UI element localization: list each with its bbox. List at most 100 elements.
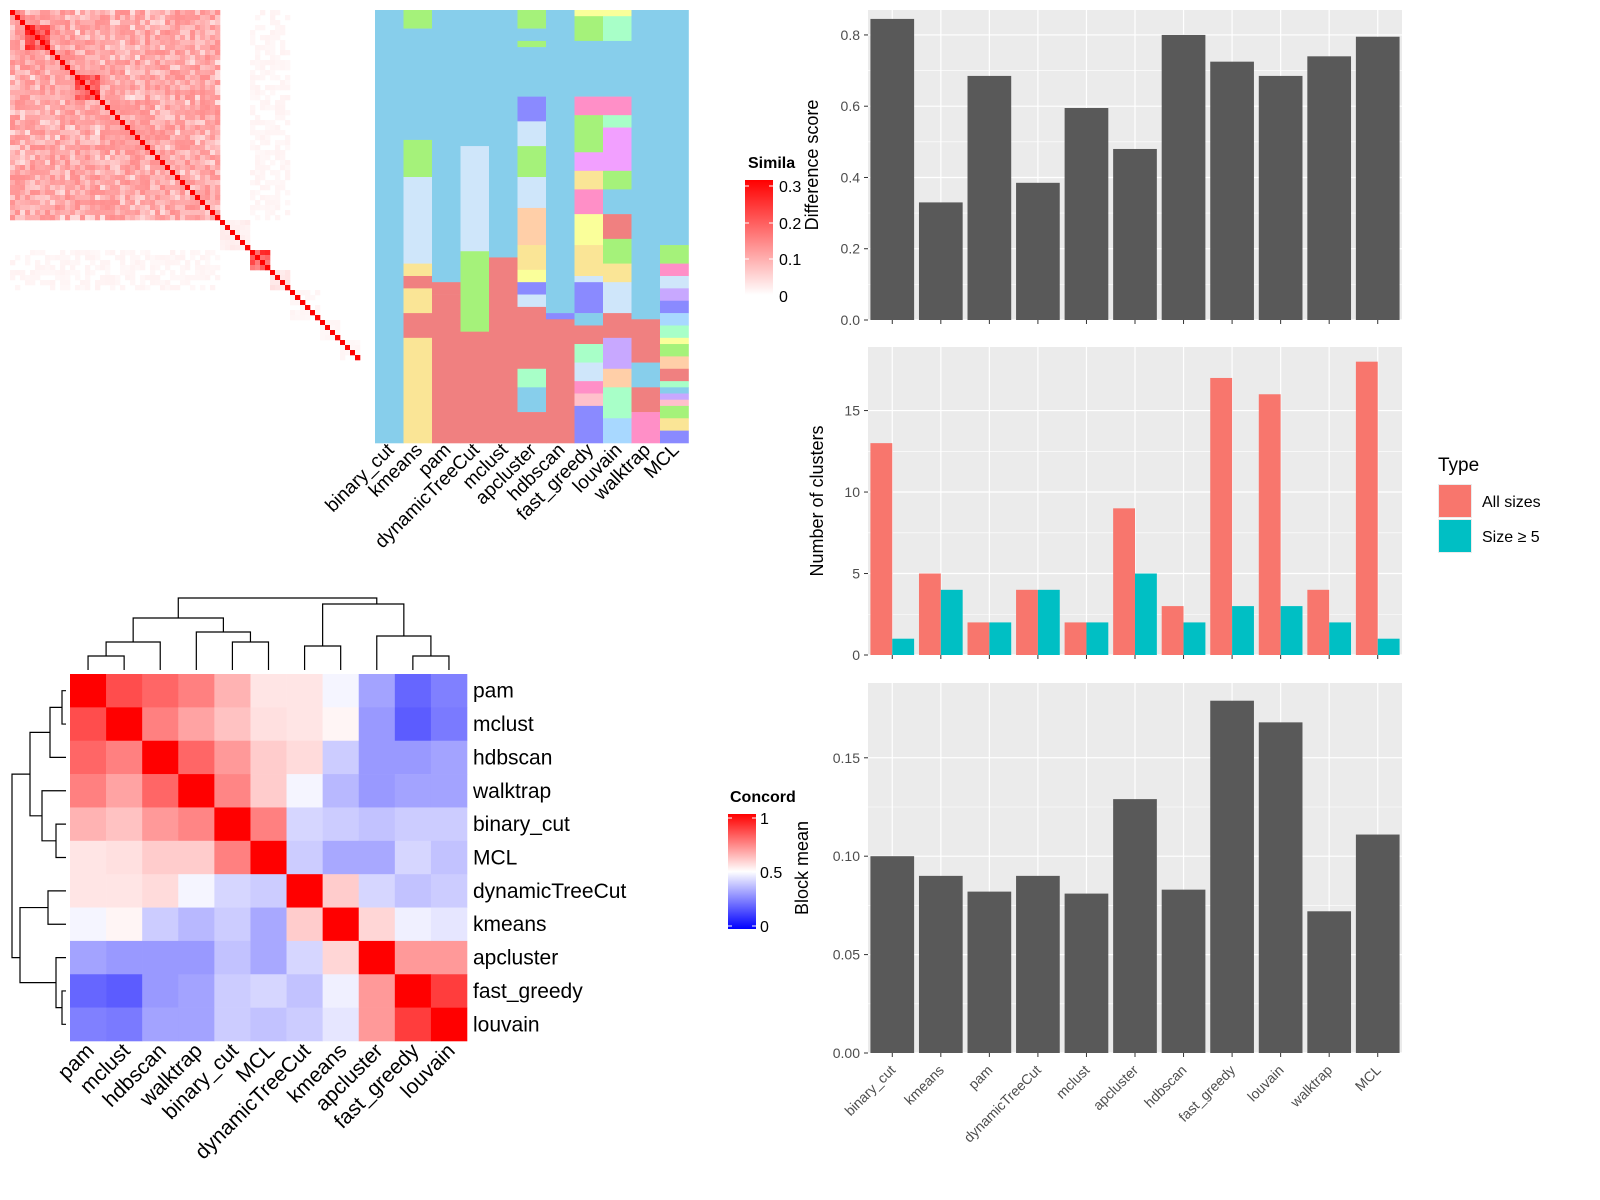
similarity-cell <box>195 195 201 201</box>
similarity-cell <box>210 205 216 211</box>
similarity-cell <box>295 295 301 301</box>
bar-size5 <box>1183 622 1206 655</box>
similarity-cell <box>195 250 201 256</box>
similarity-cell <box>45 180 51 186</box>
similarity-cell <box>35 190 41 196</box>
similarity-cell <box>145 50 151 56</box>
similarity-cell <box>115 25 121 31</box>
similarity-cell <box>135 115 141 121</box>
similarity-cell <box>45 30 51 36</box>
similarity-cell <box>170 120 176 126</box>
similarity-cell <box>165 185 171 191</box>
similarity-cell <box>25 170 31 176</box>
similarity-cell <box>275 25 281 31</box>
concordance-cell <box>106 807 143 842</box>
similarity-cell <box>80 175 86 181</box>
similarity-cell <box>210 135 216 141</box>
similarity-cell <box>185 135 191 141</box>
cluster-segment <box>460 331 490 444</box>
similarity-cell <box>185 170 191 176</box>
similarity-cell <box>85 210 91 216</box>
x-tick-label: pam <box>965 1062 996 1093</box>
similarity-cell <box>10 110 16 116</box>
similarity-cell <box>15 170 21 176</box>
bar <box>1258 75 1303 320</box>
similarity-cell <box>50 70 56 76</box>
similarity-cell <box>205 160 211 166</box>
y-tick-label: 0.2 <box>841 241 861 257</box>
similarity-cell <box>110 135 116 141</box>
similarity-cell <box>40 50 46 56</box>
similarity-cell <box>115 95 121 101</box>
cluster-segment <box>574 313 604 326</box>
concordance-cell <box>394 874 432 908</box>
similarity-cell <box>70 265 76 271</box>
cluster-segment <box>517 207 547 246</box>
similarity-cell <box>165 35 171 41</box>
dendrogram-link <box>412 655 450 670</box>
concordance-cell <box>142 907 179 942</box>
similarity-cell <box>255 260 261 266</box>
similarity-cell <box>195 80 201 86</box>
cluster-segment <box>660 263 689 277</box>
similarity-cell <box>45 100 51 106</box>
similarity-cell <box>190 35 196 41</box>
x-tick-label: MCL <box>1352 1062 1384 1094</box>
similarity-cell <box>170 185 176 191</box>
similarity-cell <box>135 200 141 206</box>
similarity-cell <box>170 100 176 106</box>
similarity-cell <box>110 40 116 46</box>
cluster-segment <box>603 238 632 264</box>
similarity-cell <box>90 185 96 191</box>
similarity-cell <box>100 135 106 141</box>
similarity-cell <box>65 10 71 16</box>
similarity-cell <box>20 25 26 31</box>
similarity-cell <box>135 75 141 81</box>
similarity-cell <box>70 140 76 146</box>
similarity-cell <box>150 40 156 46</box>
similarity-cell <box>20 65 26 71</box>
similarity-cell <box>125 265 131 271</box>
similarity-cell <box>105 105 111 111</box>
similarity-cell <box>175 55 181 61</box>
concordance-cell <box>214 940 251 975</box>
similarity-cell <box>200 270 206 276</box>
similarity-cell <box>205 215 211 221</box>
similarity-cell <box>160 140 166 146</box>
cluster-segment <box>517 177 547 209</box>
similarity-cell <box>85 285 91 291</box>
similarity-cell <box>140 165 146 171</box>
similarity-cell <box>175 35 181 41</box>
similarity-cell <box>120 205 126 211</box>
similarity-cell <box>105 125 111 131</box>
similarity-cell <box>275 180 281 186</box>
similarity-cell <box>280 50 286 56</box>
concordance-cell <box>214 874 251 908</box>
similarity-cell <box>35 145 41 151</box>
similarity-cell <box>200 50 206 56</box>
similarity-cell <box>165 165 171 171</box>
similarity-cell <box>85 255 91 261</box>
similarity-cell <box>255 215 261 221</box>
similarity-cell <box>40 35 46 41</box>
similarity-cell <box>280 165 286 171</box>
similarity-cell <box>185 190 191 196</box>
similarity-cell <box>40 145 46 151</box>
similarity-cell <box>195 35 201 41</box>
concordance-cell <box>142 674 179 708</box>
similarity-cell <box>70 85 76 91</box>
similarity-cell <box>75 115 81 121</box>
similarity-cell <box>90 40 96 46</box>
cluster-segment <box>660 300 689 314</box>
concordance-cell <box>430 840 468 875</box>
similarity-cell <box>180 270 186 276</box>
similarity-cell <box>40 200 46 206</box>
similarity-cell <box>180 210 186 216</box>
similarity-cell <box>115 15 121 21</box>
similarity-cell <box>180 255 186 261</box>
similarity-cell <box>115 85 121 91</box>
similarity-cell <box>15 10 21 16</box>
similarity-cell <box>95 30 101 36</box>
similarity-cell <box>95 175 101 181</box>
similarity-cell <box>135 155 141 161</box>
